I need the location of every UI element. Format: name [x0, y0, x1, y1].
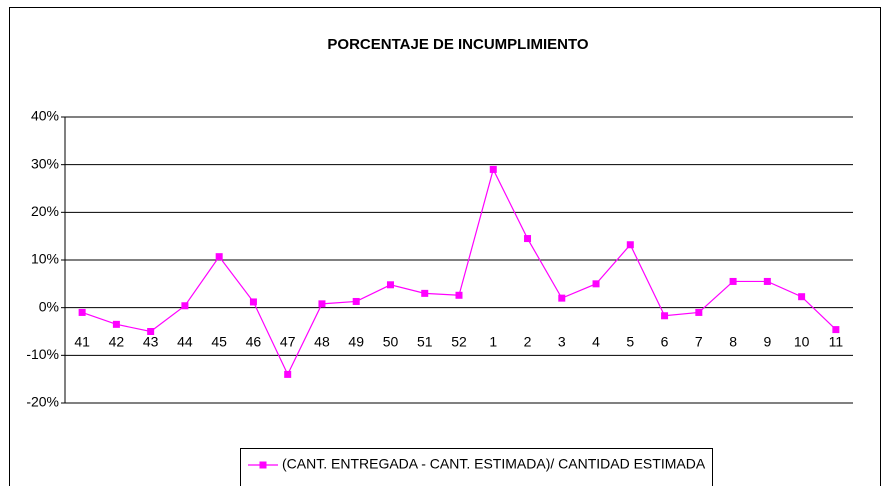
x-tick-label: 3 — [558, 333, 566, 349]
x-tick-label: 48 — [314, 333, 330, 349]
x-tick-label: 46 — [246, 333, 262, 349]
x-tick-label: 11 — [829, 333, 844, 349]
data-point — [284, 370, 292, 378]
data-point — [558, 294, 566, 302]
x-tick-label: 51 — [417, 333, 433, 349]
legend-label: (CANT. ENTREGADA - CANT. ESTIMADA)/ CANT… — [282, 456, 706, 472]
data-point — [386, 281, 394, 289]
y-tick-label: -10% — [26, 346, 59, 362]
x-tick-label: 10 — [794, 333, 810, 349]
x-tick-label: 4 — [592, 333, 600, 349]
x-tick-label: 9 — [763, 333, 771, 349]
data-point — [695, 308, 703, 316]
x-tick-label: 50 — [383, 333, 399, 349]
x-tick-label: 1 — [489, 333, 497, 349]
data-point — [318, 300, 326, 308]
data-point — [661, 312, 669, 320]
data-point — [78, 308, 86, 316]
x-tick-label: 41 — [74, 333, 90, 349]
x-tick-label: 44 — [177, 333, 193, 349]
data-point — [489, 165, 497, 173]
x-tick-label: 45 — [211, 333, 227, 349]
x-tick-label: 43 — [143, 333, 159, 349]
data-point — [729, 277, 737, 285]
y-tick-label: 10% — [31, 251, 59, 267]
data-point — [763, 277, 771, 285]
data-point — [421, 289, 429, 297]
legend-marker — [259, 461, 267, 469]
data-point — [147, 328, 155, 335]
data-point — [592, 280, 600, 288]
data-point — [832, 326, 840, 334]
data-point — [181, 302, 189, 310]
y-tick-label: 40% — [31, 108, 59, 124]
data-point — [455, 291, 463, 299]
x-tick-label: 42 — [109, 333, 125, 349]
x-tick-label: 8 — [729, 333, 737, 349]
x-tick-label: 52 — [451, 333, 467, 349]
x-tick-label: 7 — [695, 333, 703, 349]
data-point — [352, 297, 360, 305]
data-point — [798, 293, 806, 301]
data-point — [524, 235, 532, 243]
data-point — [215, 253, 223, 261]
y-tick-label: 20% — [31, 203, 59, 219]
y-tick-label: 0% — [39, 298, 59, 314]
y-tick-label: -20% — [26, 394, 59, 410]
data-point — [112, 320, 120, 328]
x-tick-label: 49 — [348, 333, 364, 349]
chart-border — [9, 7, 881, 486]
legend-box — [240, 448, 713, 486]
x-tick-label: 2 — [524, 333, 532, 349]
y-tick-label: 30% — [31, 155, 59, 171]
x-tick-label: 47 — [280, 333, 296, 349]
data-point — [626, 241, 634, 249]
data-point — [249, 298, 257, 306]
x-tick-label: 5 — [626, 333, 634, 349]
chart-title: PORCENTAJE DE INCUMPLIMIENTO — [327, 36, 588, 53]
x-tick-label: 6 — [661, 333, 669, 349]
